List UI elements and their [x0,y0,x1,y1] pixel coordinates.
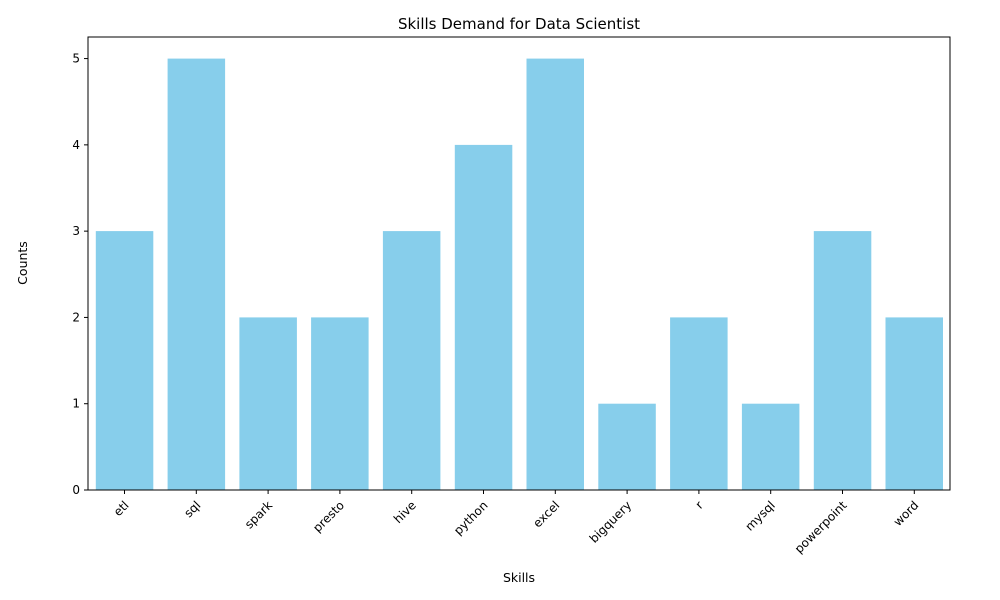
bar-mysql [741,403,800,490]
y-tick-label: 1 [72,397,80,411]
bar-presto [311,317,369,490]
bar-python [454,144,513,490]
plot-frame [87,36,951,491]
x-tick-label: etl [111,498,132,519]
x-tick-label: spark [242,498,275,531]
x-tick-label: bigquery [587,498,635,546]
bar-sql [167,58,226,490]
x-tick-label: excel [530,498,562,530]
x-tick-label: hive [391,498,419,526]
x-tick-label: presto [310,498,347,535]
y-axis-label: Counts [15,241,30,285]
x-tick-label: sql [181,498,203,520]
y-tick-label: 5 [72,52,80,66]
x-axis-label: Skills [503,570,535,585]
x-tick-label: mysql [742,498,777,533]
bars-group [95,58,943,490]
bar-etl [95,231,154,490]
bar-powerpoint [813,231,872,490]
bar-spark [239,317,297,490]
bar-word [885,317,943,490]
y-tick-label: 0 [72,483,80,497]
bar-r [670,317,728,490]
x-tick-label: python [451,498,491,538]
x-tick-label: powerpoint [792,498,850,556]
y-tick-label: 3 [72,224,80,238]
x-tick-label: r [693,498,706,511]
bar-excel [526,58,584,490]
y-axis-ticks: 0 1 2 3 4 5 [72,52,88,497]
bar-bigquery [598,403,656,490]
y-tick-label: 4 [72,138,80,152]
y-tick-label: 2 [72,310,80,324]
x-tick-label: word [891,498,922,529]
chart-title: Skills Demand for Data Scientist [398,15,640,33]
bar-hive [382,231,441,490]
x-axis-ticks: etl sql spark presto hive python excel bigquery… [111,490,922,556]
